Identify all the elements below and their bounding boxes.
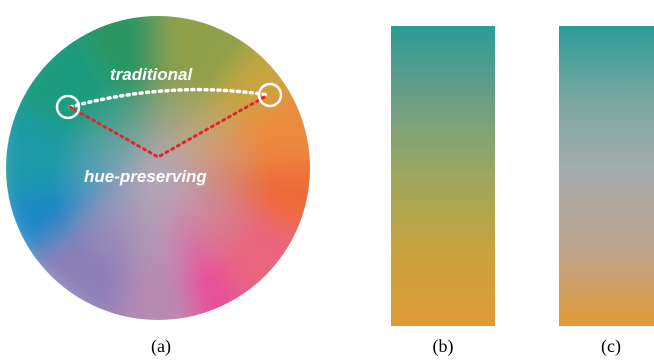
caption-b: (b) xyxy=(432,336,454,356)
traditional-path xyxy=(68,87,270,109)
end-endpoint-circle xyxy=(257,82,283,108)
caption-c: (c) xyxy=(601,336,621,356)
traditional-gradient-strip xyxy=(391,26,495,326)
hue-preserving-label: hue-preserving xyxy=(84,167,207,186)
start-endpoint-circle xyxy=(55,94,81,120)
hue-preserving-gradient-strip xyxy=(559,26,654,326)
traditional-label: traditional xyxy=(110,65,193,84)
caption-a: (a) xyxy=(151,336,171,356)
hue-preserving-path xyxy=(68,93,270,159)
